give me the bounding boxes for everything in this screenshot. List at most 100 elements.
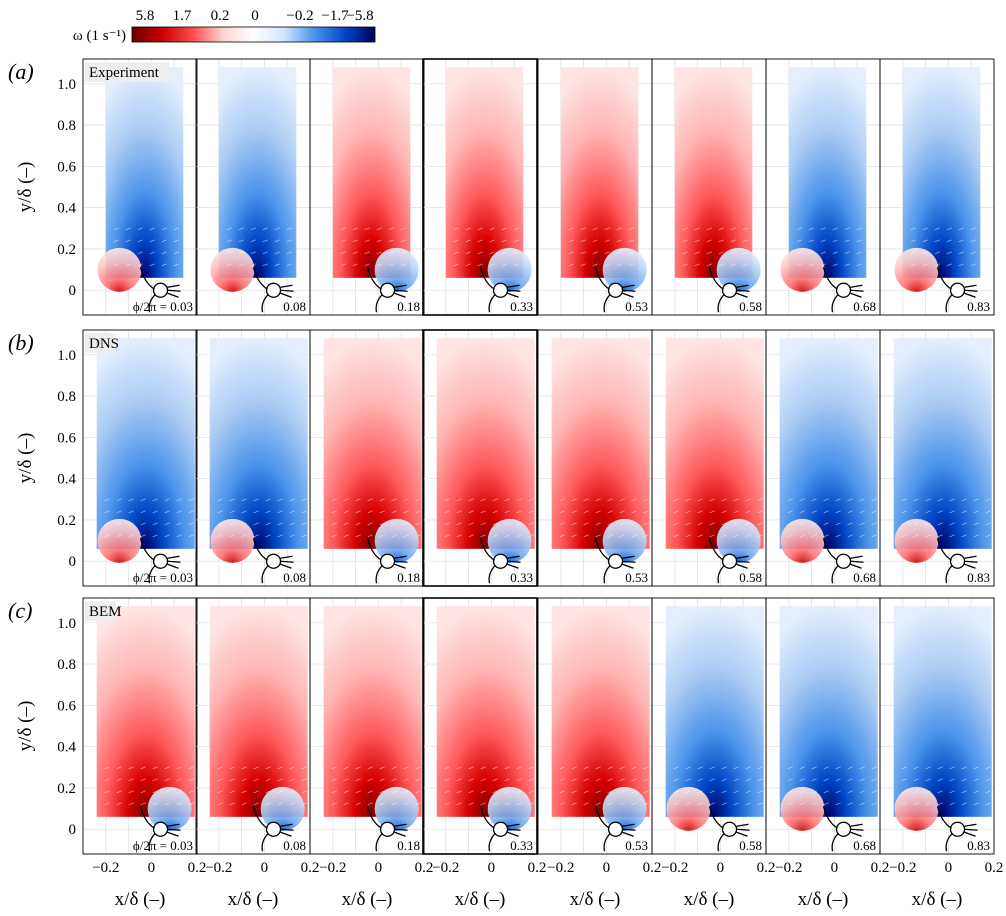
- x-tick-label: −0.2: [547, 860, 574, 876]
- row-1: (a) y/δ (–) 0 0.2 0.4 0.6 0.8 1.0 ϕ/2π = 0.03 Exp…: [8, 58, 995, 316]
- y-tick-label: 0.2: [57, 513, 76, 529]
- colorbar-gradient: [131, 26, 376, 43]
- x-axis-titles: x/δ (–) x/δ (–) x/δ (–) x/δ (–) x/δ (–) x/δ (…: [115, 889, 963, 910]
- vorticity-field: [665, 338, 764, 549]
- opposite-vortex-lobe: [716, 518, 761, 563]
- swimmer-icon: [139, 267, 181, 313]
- panel: 0.08 −0.2 0 0.2: [195, 597, 320, 876]
- vorticity-field: [779, 338, 878, 549]
- axes-frame: [82, 597, 198, 855]
- opposite-vortex-lobe: [97, 518, 142, 563]
- swimmer-icon: [366, 267, 408, 313]
- phase-label: 0.08: [283, 570, 306, 585]
- x-tick-label: 0.2: [757, 860, 776, 876]
- x-tick-label: −0.2: [319, 860, 346, 876]
- opposite-vortex-lobe: [97, 247, 142, 292]
- vorticity-field: [445, 67, 524, 278]
- opposite-vortex-lobe: [374, 247, 419, 292]
- vorticity-field: [332, 67, 411, 278]
- opposite-vortex-lobe: [894, 786, 939, 831]
- vorticity-field: [218, 67, 297, 278]
- opposite-vortex-lobe: [487, 786, 532, 831]
- vorticity-field: [665, 606, 764, 817]
- y-tick-label: 0.4: [57, 740, 76, 756]
- y-tick-label: 0.4: [57, 201, 76, 217]
- opposite-vortex-lobe: [602, 786, 647, 831]
- phase-label: 0.83: [967, 570, 990, 585]
- x-tick-label: −0.2: [432, 860, 459, 876]
- method-label-bg: [85, 62, 169, 82]
- panel: 0.33: [422, 329, 538, 587]
- row-letter: (a): [8, 59, 34, 84]
- opposite-vortex-lobe: [780, 786, 825, 831]
- panel: 0.83: [879, 58, 995, 316]
- swimmer-icon: [594, 806, 636, 852]
- phase-label: 0.83: [967, 838, 990, 853]
- x-axis-title: x/δ (–): [570, 889, 621, 910]
- phase-label: ϕ/2π = 0.03: [133, 299, 193, 314]
- vorticity-field: [323, 338, 422, 549]
- vorticity-field: [209, 338, 308, 549]
- swimmer-icon: [708, 267, 750, 313]
- y-tick-label: 1.0: [57, 77, 76, 93]
- velocity-vectors: [340, 227, 406, 267]
- swimmer-icon: [252, 806, 294, 852]
- velocity-vectors: [796, 227, 862, 267]
- swimmer-icon: [594, 267, 636, 313]
- colorbar-tick-label: 0: [251, 8, 259, 24]
- axes-frame: [422, 329, 538, 587]
- x-tick-label: 0: [261, 860, 269, 876]
- panel: 0.08: [195, 329, 311, 587]
- axes-frame: [422, 58, 538, 316]
- swimmer-icon: [139, 806, 181, 852]
- panel: 0.18 −0.2 0 0.2: [309, 597, 433, 876]
- vorticity-field: [96, 338, 195, 549]
- panel: 0.68 −0.2 0 0.2: [765, 597, 890, 876]
- velocity-vectors: [673, 498, 763, 538]
- axes-frame: [309, 58, 425, 316]
- x-tick-label: 0.2: [871, 860, 890, 876]
- velocity-vectors: [673, 766, 763, 806]
- x-tick-label: 0: [945, 860, 953, 876]
- y-tick-label: 0.6: [57, 430, 76, 446]
- x-tick-label: −0.2: [661, 860, 688, 876]
- swimmer-icon: [479, 538, 521, 584]
- phase-label: 0.68: [853, 838, 876, 853]
- phase-label: 0.33: [510, 299, 533, 314]
- y-tick-label: 0.2: [57, 781, 76, 797]
- colorbar-tick-label: −5.8: [346, 8, 373, 24]
- x-axis-title: x/δ (–): [342, 889, 393, 910]
- colorbar-tick-label: 1.7: [173, 8, 192, 24]
- opposite-vortex-lobe: [666, 786, 711, 831]
- panel: 0.18: [309, 329, 425, 587]
- panel: 0.33: [422, 58, 538, 316]
- opposite-vortex-lobe: [716, 247, 761, 292]
- method-label: Experiment: [89, 65, 160, 81]
- vorticity-field: [779, 606, 878, 817]
- panel: ϕ/2π = 0.03 DNS: [82, 329, 198, 587]
- axes-frame: [82, 58, 198, 316]
- panel: ϕ/2π = 0.03 Experiment: [82, 58, 198, 316]
- method-label-bg: [85, 333, 116, 353]
- x-tick-label: 0.2: [301, 860, 320, 876]
- vorticity-field: [96, 606, 195, 817]
- phase-label: ϕ/2π = 0.03: [133, 838, 193, 853]
- phase-label: 0.53: [625, 838, 648, 853]
- axes-frame: [309, 597, 425, 855]
- x-tick-label: 0: [603, 860, 611, 876]
- opposite-vortex-lobe: [894, 247, 939, 292]
- velocity-vectors: [444, 498, 534, 538]
- x-axis-title: x/δ (–): [684, 889, 735, 910]
- x-tick-label: 0: [488, 860, 496, 876]
- swimmer-icon: [366, 806, 408, 852]
- swimmer-icon: [708, 806, 750, 852]
- panel: 0.53 −0.2 0 0.2: [537, 597, 661, 876]
- vorticity-field: [551, 338, 650, 549]
- swimmer-icon: [822, 538, 864, 584]
- y-tick-label: 1.0: [57, 348, 76, 364]
- panel: 0.53: [537, 329, 653, 587]
- opposite-vortex-lobe: [374, 786, 419, 831]
- x-tick-label: −0.2: [889, 860, 916, 876]
- opposite-vortex-lobe: [210, 518, 255, 563]
